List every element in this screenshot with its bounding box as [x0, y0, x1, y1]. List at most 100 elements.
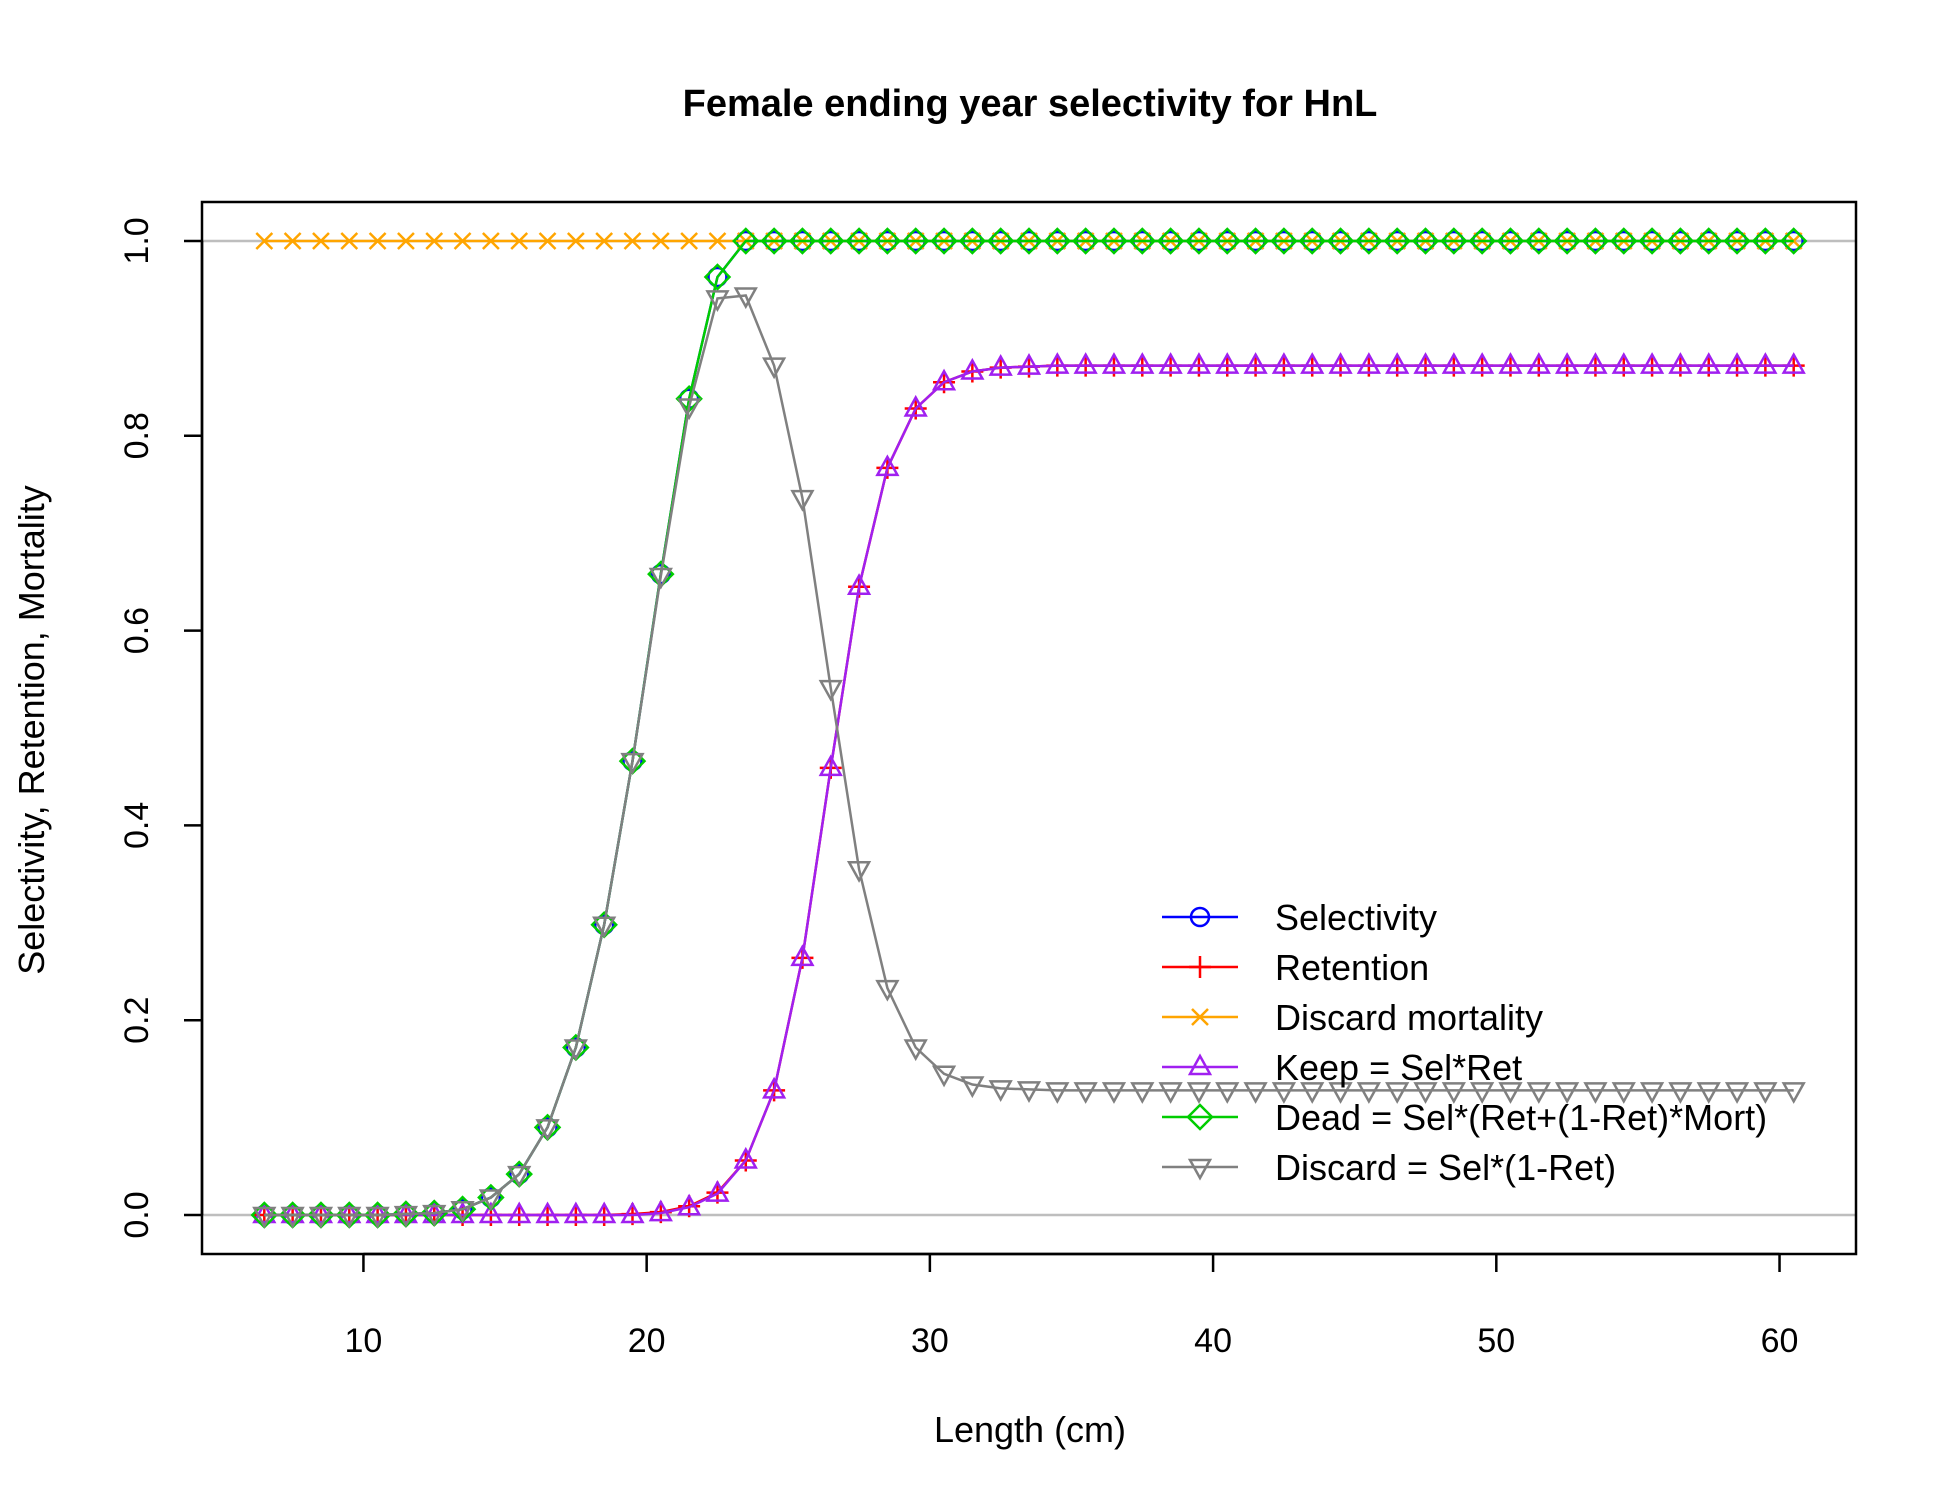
data-point: [677, 398, 702, 421]
data-point: [986, 227, 1015, 255]
data-point: [1356, 352, 1381, 374]
data-point: [1666, 227, 1695, 255]
data-point: [337, 1206, 362, 1229]
data-point: [620, 752, 645, 775]
y-tick-label: 1.0: [118, 217, 156, 264]
data-point: [816, 227, 845, 255]
data-point: [510, 232, 529, 250]
data-point: [1696, 1082, 1721, 1104]
data-point: [478, 1201, 504, 1224]
data-point: [1526, 1082, 1551, 1104]
data-point: [1043, 227, 1072, 255]
data-point: [1298, 227, 1326, 255]
data-point: [1186, 1082, 1212, 1104]
data-point: [1186, 1103, 1214, 1131]
data-point: [761, 357, 787, 380]
x-tick-label: 10: [345, 1322, 383, 1360]
x-tick-label: 60: [1761, 1322, 1799, 1360]
data-point: [1498, 1082, 1523, 1104]
data-point: [1215, 352, 1240, 374]
data-point: [1271, 352, 1297, 374]
data-point: [1326, 227, 1355, 255]
data-point: [875, 454, 900, 477]
series-line: [264, 364, 1794, 1217]
data-point: [1526, 352, 1551, 374]
data-point: [1554, 1082, 1580, 1104]
legend-label: Keep = Sel*Ret: [1275, 1047, 1522, 1088]
data-point: [1441, 1082, 1466, 1104]
data-point: [1016, 1081, 1042, 1103]
data-point: [1073, 1082, 1098, 1104]
data-point: [1241, 227, 1270, 255]
data-point: [1413, 1082, 1438, 1104]
data-point: [1440, 227, 1468, 255]
chart-title: Female ending year selectivity for HnL: [683, 83, 1378, 125]
data-point: [1128, 227, 1157, 255]
data-point: [846, 573, 872, 596]
series-4: [250, 227, 1808, 1229]
data-point: [393, 1205, 419, 1228]
data-point: [760, 227, 788, 255]
data-point: [1158, 352, 1183, 374]
data-point: [845, 227, 873, 255]
data-point: [648, 567, 673, 590]
data-point: [930, 227, 958, 255]
legend-label: Dead = Sel*(Ret+(1-Ret)*Mort): [1275, 1097, 1767, 1138]
data-point: [1496, 227, 1525, 255]
data-point: [397, 232, 415, 250]
data-point: [818, 679, 843, 702]
y-tick-label: 0.0: [118, 1191, 156, 1238]
data-point: [703, 263, 732, 291]
data-point: [960, 1076, 985, 1099]
data-point: [592, 916, 617, 939]
legend-entry: Keep = Sel*Ret: [1162, 1047, 1522, 1088]
data-point: [535, 1119, 560, 1141]
legend-entry: Discard mortality: [1162, 997, 1543, 1038]
data-point: [846, 860, 872, 883]
data-point: [365, 1206, 390, 1229]
data-point: [1553, 227, 1581, 255]
data-point: [1187, 1053, 1213, 1076]
data-point: [958, 227, 987, 255]
data-point: [1609, 227, 1638, 255]
y-tick-label: 0.2: [118, 997, 156, 1044]
data-point: [903, 394, 928, 417]
data-point: [450, 1200, 475, 1223]
data-point: [1189, 956, 1211, 978]
data-point: [1045, 1082, 1070, 1104]
legend-entry: Selectivity: [1162, 897, 1437, 938]
data-point: [1191, 1008, 1209, 1026]
data-point: [422, 1204, 447, 1227]
data-point: [677, 1193, 702, 1216]
data-point: [680, 232, 699, 250]
data-point: [1639, 1082, 1665, 1104]
data-point: [1130, 1082, 1155, 1104]
x-tick-label: 40: [1194, 1322, 1232, 1360]
legend-entry: Dead = Sel*(Ret+(1-Ret)*Mort): [1162, 1097, 1767, 1138]
data-point: [1015, 227, 1043, 255]
data-point: [1723, 227, 1751, 255]
y-axis: 0.0 0.2 0.4 0.6 0.8 1.0: [118, 217, 204, 1239]
data-point: [931, 368, 957, 391]
data-point: [651, 232, 670, 250]
data-point: [1158, 1082, 1183, 1104]
data-point: [1468, 227, 1496, 255]
data-point: [1498, 352, 1523, 374]
data-point: [1328, 1082, 1353, 1104]
data-point: [280, 1201, 305, 1224]
data-point: [337, 1201, 362, 1224]
data-point: [1413, 352, 1438, 374]
data-point: [708, 232, 727, 250]
data-point: [1753, 352, 1778, 374]
data-point: [507, 1201, 532, 1224]
data-point: [1696, 352, 1721, 374]
data-point: [732, 227, 760, 255]
data-point: [707, 266, 728, 288]
series-line: [264, 239, 1794, 1217]
data-point: [761, 1076, 787, 1099]
data-point: [875, 979, 900, 1002]
data-point: [960, 357, 985, 380]
x-tick-label: 30: [911, 1322, 949, 1360]
series-0: [254, 230, 1804, 1226]
data-point: [620, 1201, 645, 1224]
